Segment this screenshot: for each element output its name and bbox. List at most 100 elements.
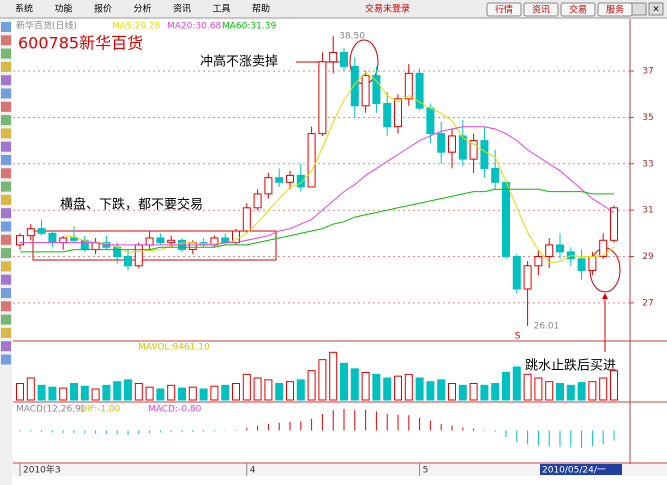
candle-body [37,228,46,234]
toolbar-button[interactable] [597,2,633,17]
volume-bar [415,377,424,401]
volume-bar [167,384,176,401]
volume-bar [91,388,100,401]
trade-status: 交易未登录 [365,3,410,15]
signal-marker: S [515,332,521,342]
candle-body [458,135,467,160]
volume-bar [156,388,165,401]
menu-item[interactable]: 系统 [15,3,33,15]
tool-icon[interactable] [1,301,11,312]
volume-bar [232,383,240,401]
tool-icon[interactable] [1,341,11,352]
y-tick-label: 27 [642,298,653,308]
tool-icon[interactable] [1,274,11,285]
tool-icon[interactable] [1,181,11,192]
toolbar-button[interactable] [486,2,522,17]
volume-bar [404,373,413,401]
y-tick-label: 29 [642,252,654,262]
volume-bar [134,383,143,401]
volume-bar [178,387,186,401]
volume-bar [361,372,370,401]
candle-body [340,51,348,67]
candle-body [318,61,327,135]
tool-icon[interactable] [1,75,11,86]
close-button[interactable] [648,2,664,16]
candle-body [167,239,176,244]
candle-body [253,193,262,209]
menu-item[interactable]: 报价 [94,3,112,15]
button-label[interactable]: 资讯 [532,5,550,16]
button-label[interactable]: 交易 [569,4,587,16]
x-tick-label: 4 [250,466,256,476]
tool-icon[interactable] [1,61,11,72]
volume-label: MAVOL:9461.10 [138,343,210,353]
menu-item[interactable]: 工具 [213,4,231,15]
volume-bar [70,383,78,401]
candle-body [426,107,435,135]
volume-bar [253,377,262,401]
tool-icon[interactable] [1,115,11,126]
volume-bar [59,387,68,401]
volume-bar [372,373,381,401]
volume-bar [394,375,402,401]
candle-body [221,237,230,244]
volume-bar [318,359,327,401]
menu-item[interactable]: 资讯 [173,4,191,15]
volume-bar [566,384,575,401]
candle-body [48,232,57,244]
candle-body [70,237,78,241]
volume-bar [242,373,251,401]
candle-body [556,244,564,253]
tool-icon[interactable] [1,101,11,112]
volume-bar [37,384,46,401]
volume-bar [210,385,219,401]
tool-icon[interactable] [1,327,11,338]
legend-entry: MA5:29.28 [112,22,161,32]
tool-icon[interactable] [1,288,11,298]
volume-bar [383,377,392,401]
tool-icon[interactable] [1,314,11,325]
tool-icon[interactable] [1,221,11,232]
cursor-date: 2010/05/24/一 [542,466,606,476]
menu-item[interactable]: 帮助 [252,3,270,15]
volume-bar [426,381,435,401]
tool-icon[interactable] [1,261,11,272]
tool-icon[interactable] [1,168,11,179]
low-label: 26.01 [534,321,560,331]
tool-icon[interactable] [1,155,11,165]
candle-body [264,177,273,195]
volume-bar [588,381,597,401]
tool-icon[interactable] [1,248,11,259]
stock-name: 600785新华百货 [18,34,143,53]
arrow-head [602,293,608,299]
tool-icon[interactable] [1,354,11,365]
tool-icon[interactable] [1,128,11,139]
min-button[interactable] [631,2,647,16]
tool-icon[interactable] [1,35,11,46]
tool-icon[interactable] [1,208,11,219]
tool-icon[interactable] [1,48,11,59]
button-label[interactable]: 行情 [495,4,513,16]
button-label[interactable]: 服务 [606,4,624,16]
highlight-box [32,230,277,261]
volume-bar [469,383,478,401]
menu-item[interactable]: 功能 [55,3,73,15]
volume-bar [545,381,554,401]
menu-item[interactable]: 分析 [134,3,152,15]
tool-icon[interactable] [1,234,11,245]
tool-icon[interactable] [1,194,11,205]
chart-title: 新华百货(日线) [16,20,77,32]
tool-icon[interactable] [1,22,11,32]
toolbar-button[interactable] [560,2,596,17]
volume-bar [307,370,316,401]
candle-body [502,181,510,258]
candle-body [480,140,489,169]
tool-icon[interactable] [1,141,11,152]
volume-bar [16,383,24,401]
candle-body [588,256,597,271]
tool-icon[interactable] [1,88,11,99]
candle-body [610,207,618,241]
candle-body [242,207,251,232]
candle-body [448,135,456,153]
toolbar-button[interactable] [523,2,559,17]
